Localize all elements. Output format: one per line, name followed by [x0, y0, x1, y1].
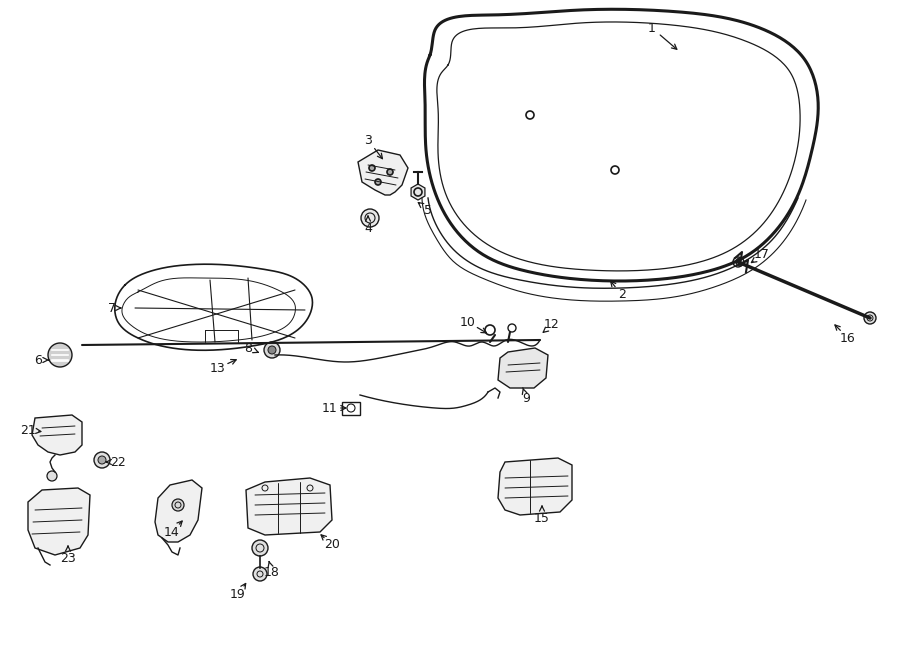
Circle shape	[733, 257, 743, 267]
Text: 7: 7	[108, 301, 116, 315]
Circle shape	[268, 346, 276, 354]
Circle shape	[48, 343, 72, 367]
Circle shape	[47, 471, 57, 481]
Text: 14: 14	[164, 525, 180, 539]
Polygon shape	[246, 478, 332, 535]
Text: 17: 17	[754, 249, 770, 262]
Polygon shape	[155, 480, 202, 542]
Text: 5: 5	[424, 204, 432, 217]
Text: 2: 2	[618, 288, 626, 301]
Text: 11: 11	[322, 401, 338, 414]
Polygon shape	[358, 150, 408, 195]
Text: 15: 15	[534, 512, 550, 524]
Text: 16: 16	[840, 332, 856, 344]
Circle shape	[264, 342, 280, 358]
Polygon shape	[498, 348, 548, 388]
Circle shape	[864, 312, 876, 324]
Text: 9: 9	[522, 391, 530, 405]
Text: 3: 3	[364, 134, 372, 147]
Text: 12: 12	[544, 319, 560, 332]
Text: 4: 4	[364, 221, 372, 235]
Polygon shape	[498, 458, 572, 515]
Circle shape	[252, 540, 268, 556]
Text: 13: 13	[210, 362, 226, 375]
Circle shape	[361, 209, 379, 227]
Circle shape	[94, 452, 110, 468]
Text: 18: 18	[264, 566, 280, 578]
Text: 22: 22	[110, 455, 126, 469]
Polygon shape	[28, 488, 90, 555]
Text: 1: 1	[648, 22, 656, 34]
Text: 21: 21	[20, 424, 36, 436]
Circle shape	[736, 258, 744, 266]
Circle shape	[172, 499, 184, 511]
Circle shape	[98, 456, 106, 464]
Text: 19: 19	[230, 588, 246, 602]
Circle shape	[387, 169, 393, 175]
Text: 6: 6	[34, 354, 42, 366]
Text: 23: 23	[60, 551, 76, 564]
Circle shape	[375, 179, 381, 185]
Polygon shape	[32, 415, 82, 455]
Circle shape	[253, 567, 267, 581]
Polygon shape	[411, 184, 425, 200]
Text: 10: 10	[460, 315, 476, 329]
Text: 8: 8	[244, 342, 252, 354]
Circle shape	[369, 165, 375, 171]
Text: 20: 20	[324, 539, 340, 551]
